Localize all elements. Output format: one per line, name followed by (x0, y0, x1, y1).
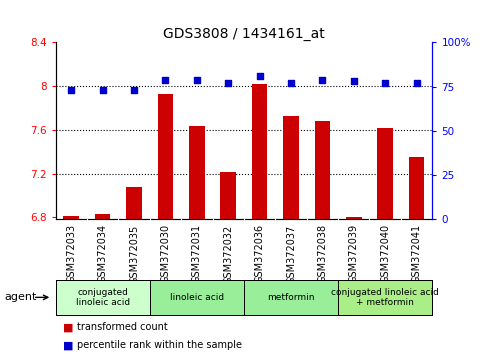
Text: GSM372033: GSM372033 (66, 224, 76, 284)
Bar (95, 214, 111, 219)
Text: GSM372035: GSM372035 (129, 224, 139, 284)
Bar (63, 216, 79, 219)
Bar (346, 217, 362, 219)
Bar (150, 280, 244, 315)
Text: linoleic acid: linoleic acid (170, 293, 224, 302)
Text: conjugated
linoleic acid: conjugated linoleic acid (75, 288, 130, 307)
Text: transformed count: transformed count (77, 322, 168, 332)
Text: ■: ■ (63, 340, 73, 350)
Text: agent: agent (5, 292, 37, 302)
Text: GSM372038: GSM372038 (317, 224, 327, 284)
Bar (338, 280, 432, 315)
Text: GSM372031: GSM372031 (192, 224, 202, 284)
Bar (377, 128, 393, 219)
Text: conjugated linoleic acid
+ metformin: conjugated linoleic acid + metformin (331, 288, 439, 307)
Point (99, 87, 107, 93)
Bar (252, 84, 268, 219)
Point (287, 80, 295, 86)
Bar (189, 126, 205, 219)
Bar (56, 280, 150, 315)
Point (412, 80, 420, 86)
Point (224, 80, 232, 86)
Bar (283, 116, 299, 219)
Text: GSM372036: GSM372036 (255, 224, 265, 284)
Text: metformin: metformin (267, 293, 315, 302)
Text: GSM372032: GSM372032 (223, 224, 233, 284)
Point (319, 77, 327, 82)
Text: GSM372040: GSM372040 (380, 224, 390, 284)
Text: percentile rank within the sample: percentile rank within the sample (77, 340, 242, 350)
Text: GSM372039: GSM372039 (349, 224, 359, 284)
Point (350, 79, 357, 84)
Bar (220, 172, 236, 219)
Text: GSM372041: GSM372041 (412, 224, 422, 284)
Point (161, 77, 170, 82)
Text: GSM372037: GSM372037 (286, 224, 296, 284)
Point (130, 87, 138, 93)
Bar (244, 280, 338, 315)
Bar (409, 157, 425, 219)
Point (256, 73, 264, 79)
Text: GSM372034: GSM372034 (98, 224, 108, 284)
Point (382, 80, 389, 86)
Bar (157, 94, 173, 219)
Point (193, 77, 201, 82)
Text: ■: ■ (63, 322, 73, 332)
Bar (314, 121, 330, 219)
Title: GDS3808 / 1434161_at: GDS3808 / 1434161_at (163, 28, 325, 41)
Point (68, 87, 75, 93)
Text: GSM372030: GSM372030 (160, 224, 170, 284)
Bar (126, 187, 142, 219)
